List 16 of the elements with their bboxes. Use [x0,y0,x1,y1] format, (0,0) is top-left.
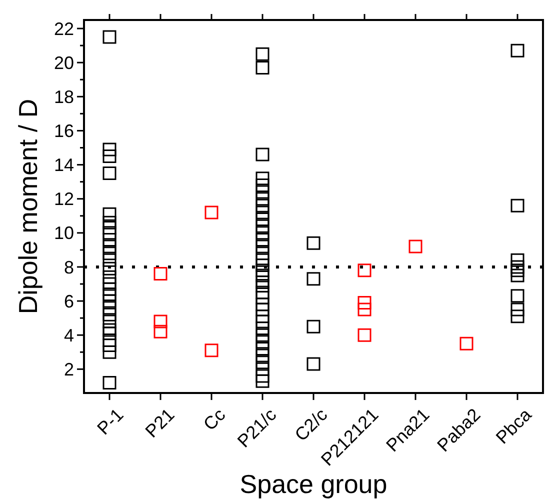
y-tick-label: 20 [54,52,74,73]
y-tick-label: 22 [54,18,74,39]
y-tick-label: 2 [64,359,74,380]
y-axis-title: Dipole moment / D [13,98,44,314]
y-tick-label: 8 [64,257,74,278]
x-axis-title: Space group [240,469,388,499]
x-tick-label: P-1 [93,404,128,439]
y-tick-label: 10 [54,223,74,244]
y-tick-label: 14 [54,155,74,176]
y-tick-label: 16 [54,121,74,142]
y-tick-label: 4 [64,325,74,346]
y-tick-label: 18 [54,86,74,107]
x-tick-label: Cc [200,404,230,434]
y-tick-label: 6 [64,291,74,312]
y-tick-label: 12 [54,189,74,210]
x-tick-label: P21 [141,404,178,442]
